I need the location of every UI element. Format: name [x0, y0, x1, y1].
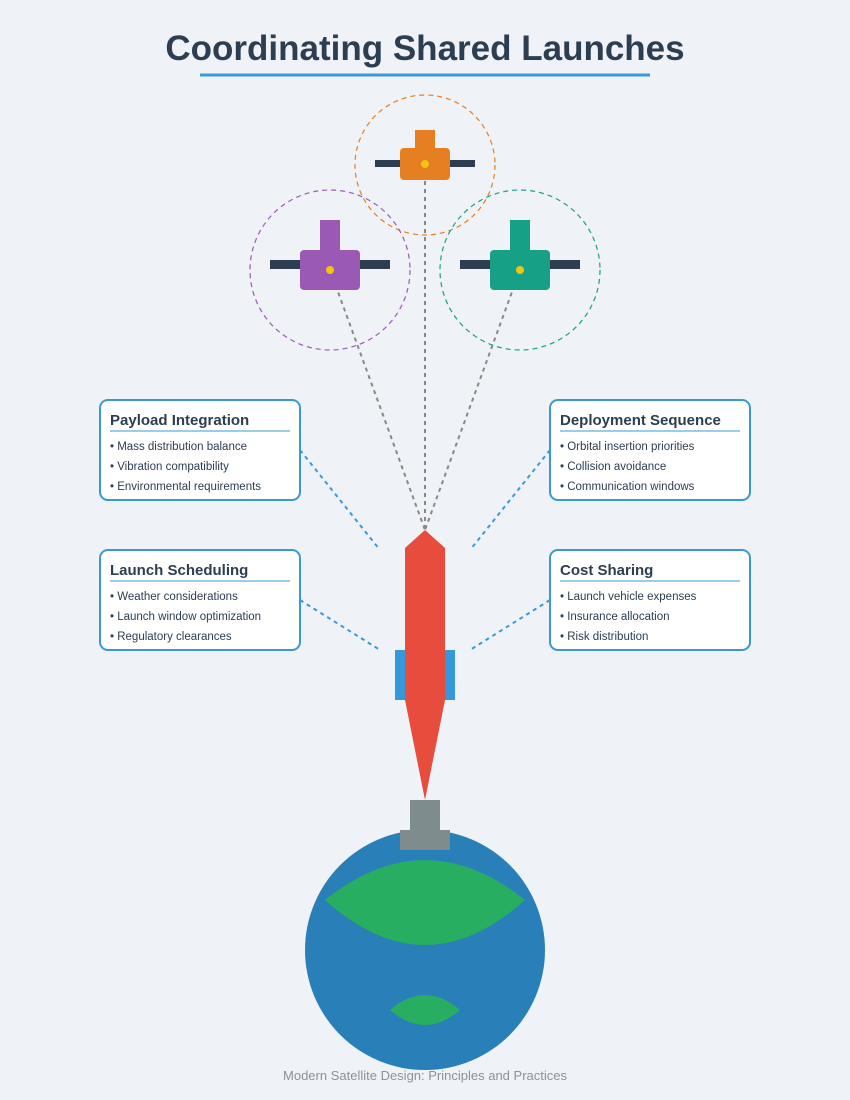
box-item: • Risk distribution	[560, 631, 648, 643]
box-item: • Vibration compatibility	[110, 461, 229, 473]
satellite-icon-top	[375, 130, 475, 180]
box-item: • Weather considerations	[110, 591, 238, 603]
earth-land-lower	[390, 995, 460, 1025]
connector-payload-integration	[299, 449, 381, 551]
trajectory-lines	[329, 165, 521, 531]
box-item: • Launch vehicle expenses	[560, 591, 697, 603]
box-title-payload-integration: Payload Integration	[110, 412, 249, 429]
connector-launch-scheduling	[299, 599, 381, 651]
connector-deployment-sequence	[469, 449, 551, 551]
orbit-circles	[249, 94, 601, 351]
footer-caption: Modern Satellite Design: Principles and …	[283, 1068, 567, 1083]
satellite-icon-right	[460, 220, 580, 290]
box-item: • Environmental requirements	[110, 481, 261, 493]
box-deployment-sequence: Deployment Sequence • Orbital insertion …	[549, 399, 751, 501]
box-item: • Launch window optimization	[110, 611, 261, 623]
box-item: • Mass distribution balance	[110, 441, 247, 453]
box-item: • Orbital insertion priorities	[560, 441, 695, 453]
orbit-circle-right	[439, 189, 601, 351]
orbit-circle-left	[249, 189, 411, 351]
box-connectors	[299, 449, 551, 651]
box-launch-scheduling: Launch Scheduling • Weather consideratio…	[99, 549, 301, 651]
box-title-deployment-sequence: Deployment Sequence	[560, 412, 721, 429]
earth-land-upper	[325, 860, 525, 945]
box-item: • Communication windows	[560, 481, 695, 493]
launch-pad-icon	[400, 800, 450, 850]
box-item: • Regulatory clearances	[110, 631, 232, 643]
box-title-cost-sharing: Cost Sharing	[560, 562, 653, 579]
rocket-icon	[395, 530, 455, 800]
earth-icon	[305, 830, 545, 1070]
rocket-body	[405, 530, 445, 800]
orbit-circle-top	[354, 94, 496, 236]
trajectory-line-right	[424, 269, 521, 531]
satellite-icon-left	[270, 220, 390, 290]
connector-cost-sharing	[469, 599, 551, 651]
trajectory-line-left	[329, 269, 426, 531]
box-item: • Collision avoidance	[560, 461, 666, 473]
page-title: Coordinating Shared Launches	[165, 29, 684, 68]
box-cost-sharing: Cost Sharing • Launch vehicle expenses •…	[549, 549, 751, 651]
box-payload-integration: Payload Integration • Mass distribution …	[99, 399, 301, 501]
box-item: • Insurance allocation	[560, 611, 670, 623]
box-title-launch-scheduling: Launch Scheduling	[110, 562, 248, 579]
